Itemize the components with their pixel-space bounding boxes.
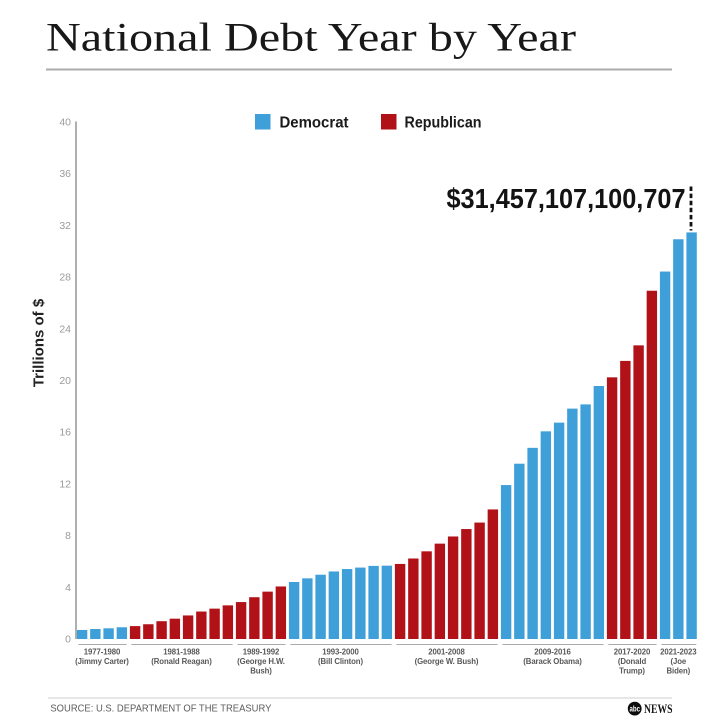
svg-text:40: 40 — [59, 117, 71, 129]
svg-text:Trillions of $: Trillions of $ — [31, 298, 48, 387]
svg-text:(Joe: (Joe — [670, 657, 686, 666]
svg-text:1993-2000: 1993-2000 — [322, 647, 359, 656]
svg-text:1981-1988: 1981-1988 — [163, 647, 200, 656]
svg-text:28: 28 — [59, 272, 71, 284]
svg-text:Biden): Biden) — [666, 667, 690, 676]
svg-text:Republican: Republican — [405, 115, 482, 132]
svg-text:Democrat: Democrat — [280, 115, 350, 132]
svg-text:24: 24 — [59, 323, 71, 335]
svg-text:8: 8 — [65, 530, 71, 542]
svg-text:36: 36 — [59, 168, 71, 180]
svg-text:0: 0 — [65, 634, 71, 646]
svg-text:National Debt Year by Year: National Debt Year by Year — [46, 15, 576, 60]
svg-text:(Barack Obama): (Barack Obama) — [523, 657, 582, 666]
svg-text:(George W. Bush): (George W. Bush) — [415, 657, 479, 666]
svg-text:Bush): Bush) — [250, 667, 272, 676]
svg-text:$31,457,107,100,707: $31,457,107,100,707 — [447, 183, 686, 214]
svg-text:2001-2008: 2001-2008 — [428, 647, 465, 656]
svg-text:16: 16 — [59, 427, 71, 439]
svg-text:(Bill Clinton): (Bill Clinton) — [318, 657, 363, 666]
svg-text:(Donald: (Donald — [618, 657, 647, 666]
svg-text:(Jimmy Carter): (Jimmy Carter) — [75, 657, 129, 666]
svg-text:SOURCE: U.S. DEPARTMENT OF THE: SOURCE: U.S. DEPARTMENT OF THE TREASURY — [50, 704, 271, 715]
svg-text:abc: abc — [630, 704, 641, 713]
svg-text:12: 12 — [59, 478, 71, 490]
svg-text:2009-2016: 2009-2016 — [534, 647, 571, 656]
svg-text:32: 32 — [59, 220, 71, 232]
svg-text:1977-1980: 1977-1980 — [84, 647, 121, 656]
svg-text:(Ronald Reagan): (Ronald Reagan) — [151, 657, 212, 666]
svg-text:2017-2020: 2017-2020 — [614, 647, 651, 656]
svg-text:1989-1992: 1989-1992 — [243, 647, 280, 656]
svg-text:20: 20 — [59, 375, 71, 387]
svg-text:2021-2023: 2021-2023 — [660, 647, 697, 656]
svg-text:4: 4 — [65, 582, 71, 594]
svg-text:(George H.W.: (George H.W. — [237, 657, 285, 666]
svg-text:Trump): Trump) — [619, 667, 645, 676]
svg-text:NEWS: NEWS — [644, 702, 673, 716]
